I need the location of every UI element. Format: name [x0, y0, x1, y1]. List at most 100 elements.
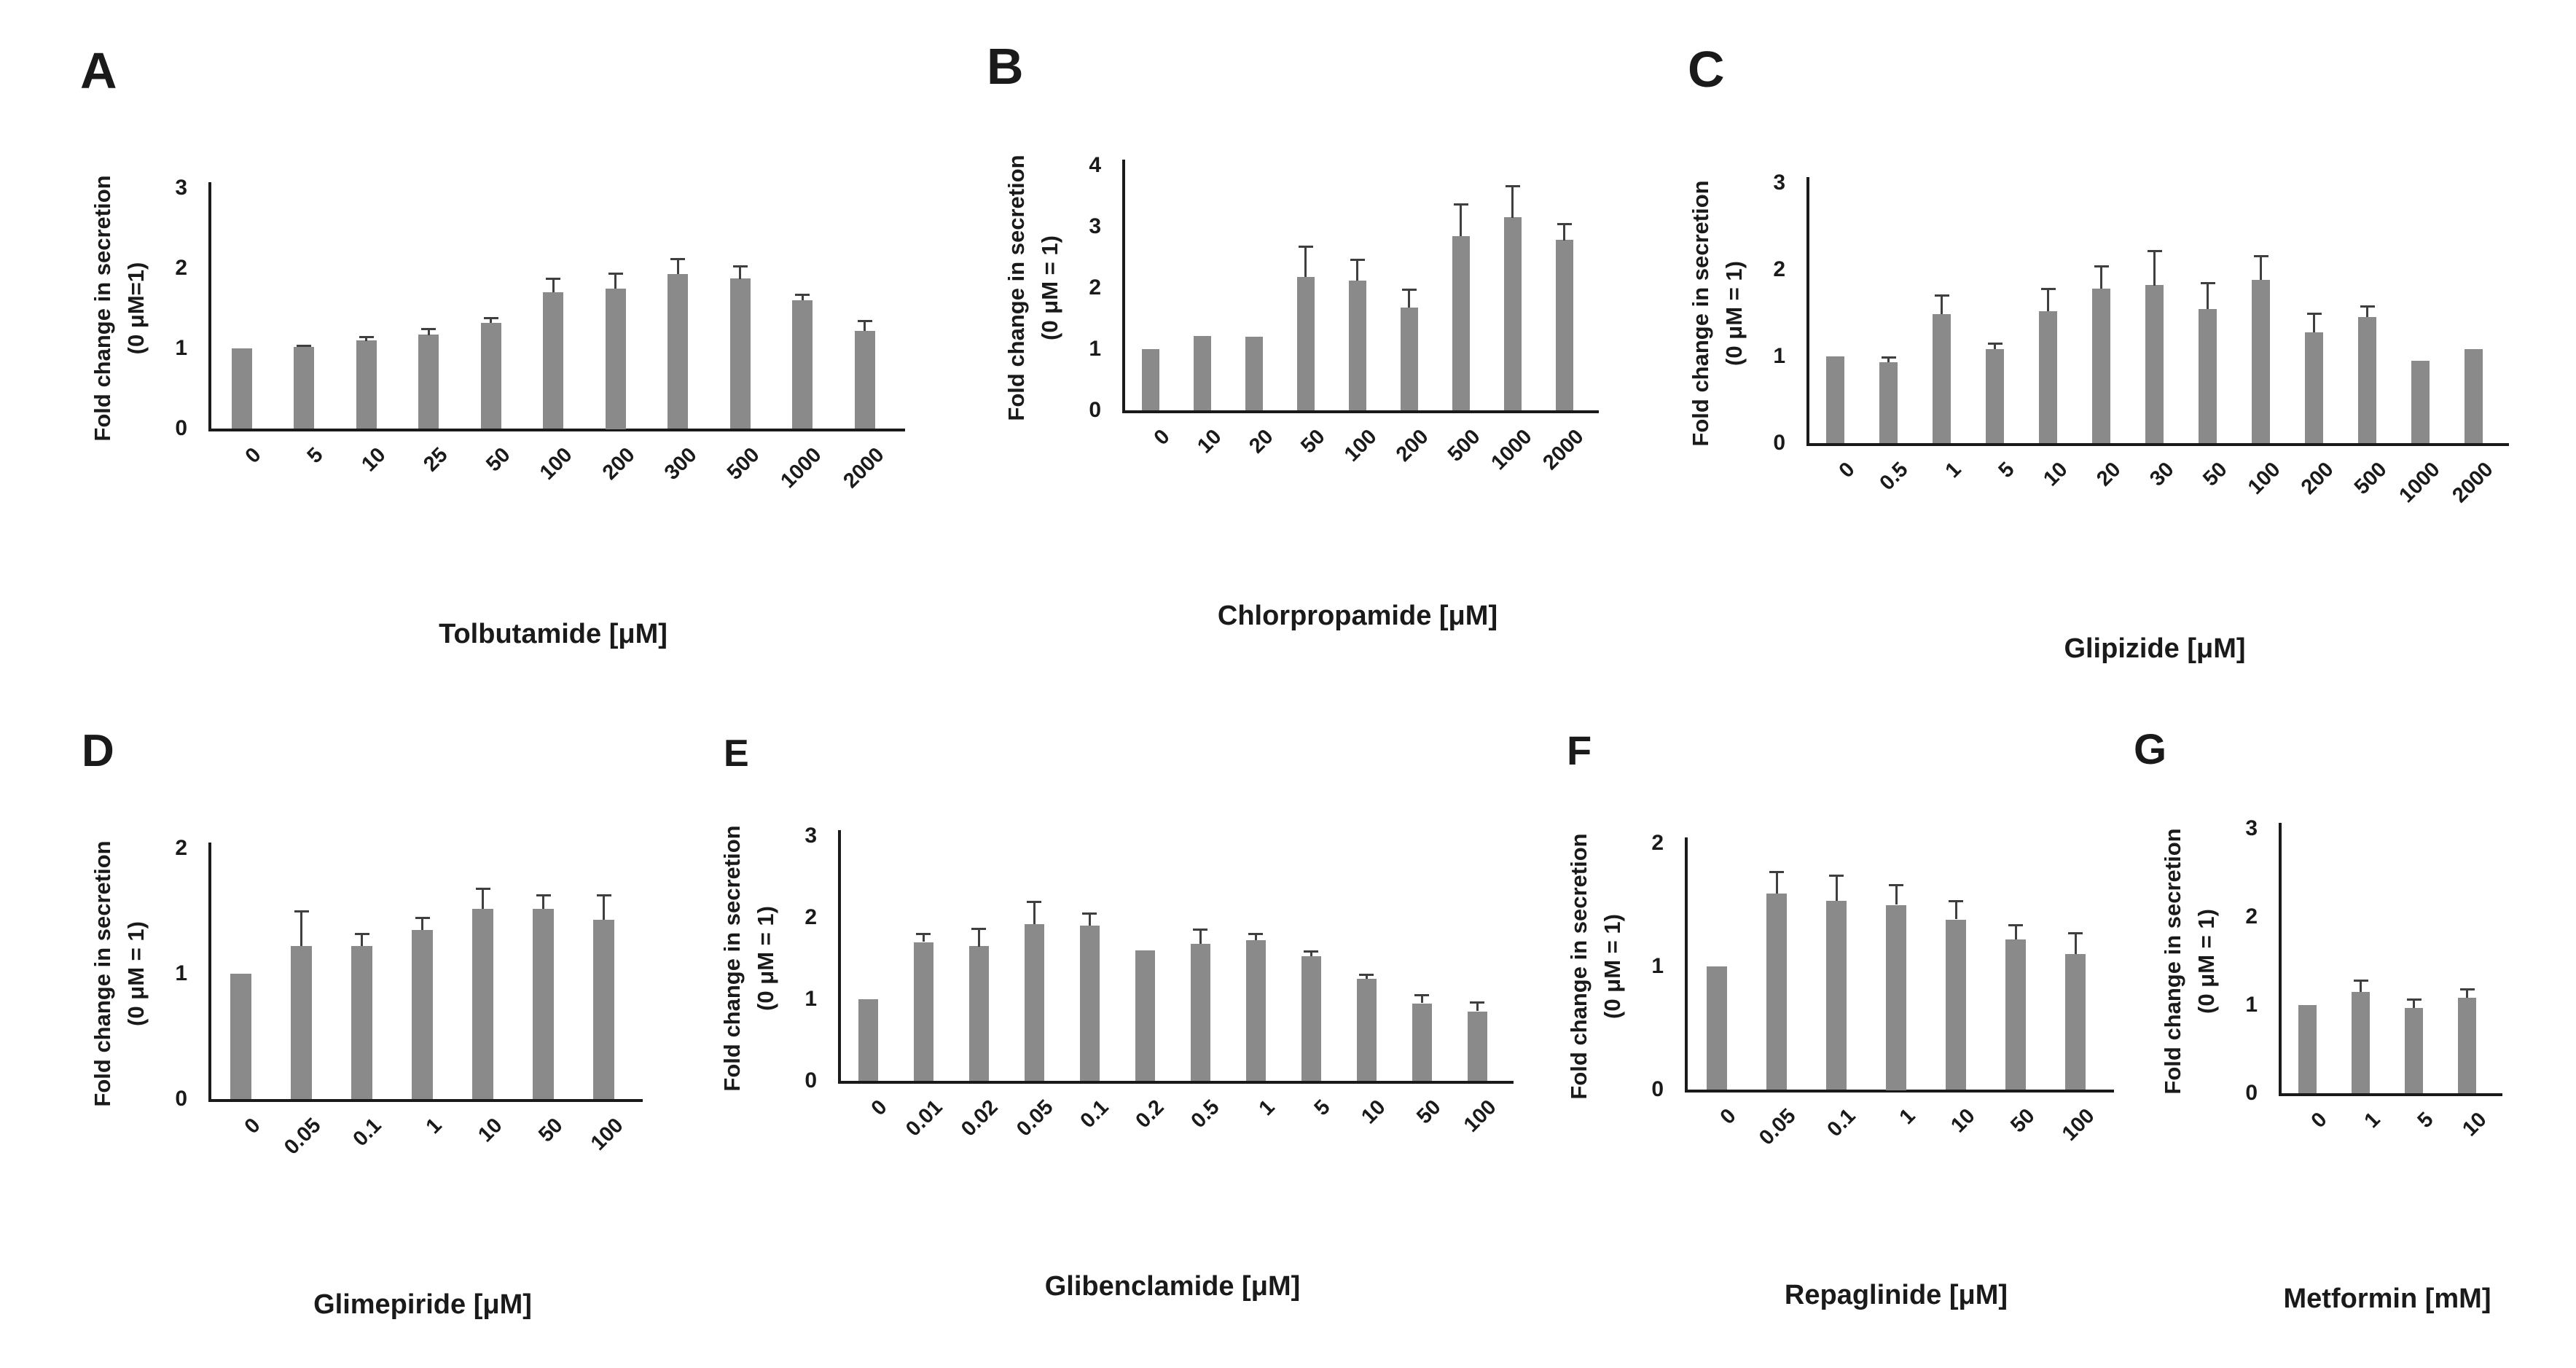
y-axis-label: Fold change in secretion (0 μM = 1) — [716, 754, 783, 1162]
error-bar-cap — [2460, 988, 2475, 990]
bar — [472, 909, 493, 1099]
error-bar-whisker — [2313, 313, 2315, 332]
bar — [2358, 317, 2376, 443]
error-bar-whisker — [552, 278, 555, 292]
error-bar-cap — [2148, 250, 2162, 252]
error-bar-cap — [2360, 305, 2375, 308]
panel-letter: A — [80, 42, 117, 99]
bar — [1142, 349, 1159, 410]
y-axis-label-line1: Fold change in secretion — [1003, 155, 1029, 421]
bar — [356, 340, 377, 429]
bar — [1246, 940, 1266, 1081]
error-bar-cap — [1027, 901, 1041, 903]
error-bar-cap — [1359, 974, 1374, 976]
error-bar-cap — [1082, 912, 1097, 915]
bar — [2465, 349, 2483, 443]
y-axis-label: Fold change in secretion (0 μM=1) — [86, 104, 153, 512]
bar — [593, 920, 614, 1099]
error-bar-whisker — [864, 321, 866, 331]
error-bar-cap — [597, 894, 611, 896]
x-axis-line — [208, 1099, 643, 1102]
y-axis-label-line1: Fold change in secretion — [90, 840, 115, 1107]
y-axis-label-line1: Fold change in secretion — [1566, 833, 1592, 1100]
error-bar-whisker — [1304, 246, 1307, 277]
bar — [914, 942, 933, 1081]
error-bar-cap — [1557, 223, 1572, 225]
y-axis-line — [1806, 177, 1809, 446]
error-bar-cap — [297, 345, 311, 347]
error-bar-whisker — [482, 888, 484, 909]
error-bar-whisker — [2075, 933, 2077, 954]
y-tick-label: 1 — [1773, 344, 1785, 368]
error-bar-cap — [670, 258, 685, 260]
y-tick-label: 1 — [804, 987, 817, 1011]
x-axis-line — [838, 1081, 1514, 1084]
bar — [2005, 939, 2026, 1090]
error-bar-cap — [2041, 288, 2056, 290]
error-bar-whisker — [1994, 343, 1996, 349]
y-axis-line — [208, 182, 211, 431]
bar — [2252, 280, 2270, 443]
y-tick-label: 1 — [175, 961, 187, 985]
error-bar-cap — [2254, 255, 2268, 257]
error-bar-cap — [1470, 1001, 1484, 1004]
y-tick-label: 1 — [2245, 993, 2258, 1017]
bar — [2145, 285, 2164, 443]
bar — [533, 909, 554, 1099]
panel-letter: B — [987, 38, 1024, 95]
bar — [1349, 281, 1366, 410]
bar — [1297, 277, 1315, 410]
y-tick-label: 2 — [1651, 831, 1664, 855]
error-bar-cap — [1988, 343, 2003, 345]
error-bar-cap — [1949, 900, 1963, 902]
bar — [858, 999, 878, 1081]
x-axis-line — [1122, 410, 1599, 413]
bar — [792, 300, 813, 429]
bar — [1194, 336, 1211, 410]
error-bar-cap — [1935, 294, 1949, 297]
error-bar-whisker — [677, 259, 679, 274]
error-bar-whisker — [2360, 980, 2362, 992]
error-bar-cap — [2307, 313, 2322, 315]
error-bar-whisker — [428, 329, 430, 335]
y-axis-label-line1: Fold change in secretion — [719, 825, 745, 1092]
error-bar-cap — [795, 294, 810, 296]
error-bar-cap — [536, 894, 551, 896]
bar — [1401, 308, 1418, 410]
error-bar-cap — [2201, 282, 2215, 284]
panel-letter: D — [82, 726, 114, 776]
error-bar-cap — [1882, 356, 1896, 359]
error-bar-cap — [1414, 994, 1429, 996]
error-bar-cap — [1299, 246, 1313, 248]
bar — [2092, 289, 2110, 443]
error-bar-cap — [2008, 924, 2023, 926]
error-bar-cap — [355, 933, 369, 935]
error-bar-cap — [1769, 871, 1784, 873]
error-bar-whisker — [1356, 259, 1358, 281]
error-bar-whisker — [614, 273, 616, 289]
bar — [543, 292, 563, 429]
bar — [1766, 894, 1787, 1090]
y-axis-line — [1122, 160, 1125, 413]
error-bar-cap — [546, 278, 560, 280]
bar — [412, 930, 433, 1099]
y-axis-label-line2: (0 μM = 1) — [753, 906, 778, 1011]
bar — [855, 331, 875, 429]
x-axis-line — [1806, 443, 2509, 446]
y-tick-label: 2 — [2245, 904, 2258, 929]
error-bar-cap — [1454, 203, 1468, 206]
y-tick-label: 3 — [1773, 171, 1785, 195]
x-axis-line — [1685, 1090, 2114, 1093]
error-bar-whisker — [1421, 995, 1423, 1003]
error-bar-whisker — [2015, 925, 2017, 939]
error-bar-cap — [2354, 980, 2368, 982]
bar — [1933, 314, 1951, 443]
x-axis-title: Chlorpropamide [μM] — [1217, 601, 1498, 631]
error-bar-whisker — [490, 318, 492, 323]
y-axis-label-line1: Fold change in secretion — [90, 175, 115, 442]
error-bar-cap — [421, 328, 436, 330]
error-bar-whisker — [1199, 929, 1202, 944]
bar — [230, 974, 251, 1099]
panel-letter: G — [2134, 726, 2167, 773]
error-bar-cap — [2407, 998, 2422, 1001]
